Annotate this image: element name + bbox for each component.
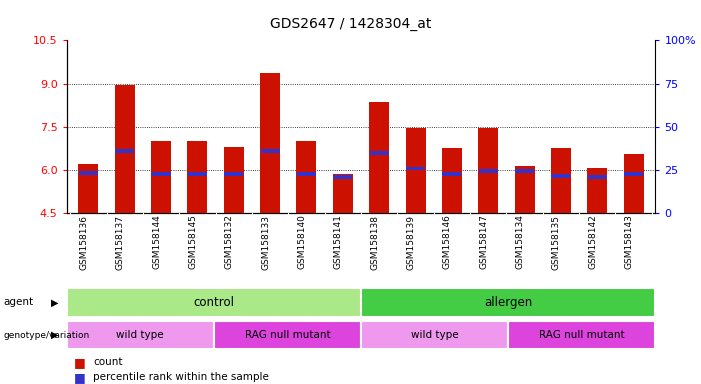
Text: GDS2647 / 1428304_at: GDS2647 / 1428304_at: [270, 17, 431, 31]
Text: ▶: ▶: [50, 330, 58, 340]
Text: count: count: [93, 357, 123, 367]
Bar: [478, 128, 498, 213]
Bar: [515, 166, 535, 213]
Bar: [297, 172, 316, 176]
Bar: [334, 175, 353, 179]
Bar: [115, 85, 135, 213]
Text: GSM158138: GSM158138: [370, 215, 379, 270]
Bar: [442, 172, 461, 176]
Bar: [115, 149, 135, 153]
Bar: [479, 169, 498, 173]
Bar: [552, 174, 571, 177]
Bar: [224, 172, 243, 176]
Bar: [361, 321, 508, 349]
Text: GSM158139: GSM158139: [407, 215, 416, 270]
Text: GSM158136: GSM158136: [79, 215, 88, 270]
Bar: [260, 73, 280, 213]
Text: GSM158142: GSM158142: [588, 215, 597, 269]
Bar: [406, 167, 425, 170]
Bar: [624, 154, 644, 213]
Text: GSM158135: GSM158135: [552, 215, 561, 270]
Text: GSM158145: GSM158145: [189, 215, 198, 270]
Text: wild type: wild type: [411, 330, 458, 340]
Text: GSM158134: GSM158134: [515, 215, 524, 270]
Bar: [333, 174, 353, 213]
Text: RAG null mutant: RAG null mutant: [539, 330, 625, 340]
Text: GSM158137: GSM158137: [116, 215, 125, 270]
Text: ■: ■: [74, 371, 86, 384]
Text: GSM158141: GSM158141: [334, 215, 343, 270]
Bar: [214, 321, 361, 349]
Text: GSM158140: GSM158140: [297, 215, 306, 270]
Bar: [515, 169, 534, 173]
Text: wild type: wild type: [116, 330, 164, 340]
Bar: [508, 321, 655, 349]
Bar: [261, 149, 280, 153]
Bar: [587, 169, 607, 213]
Bar: [624, 172, 643, 176]
Bar: [79, 171, 98, 175]
Bar: [188, 172, 207, 176]
Bar: [297, 141, 316, 213]
Text: ▶: ▶: [50, 297, 58, 308]
Text: RAG null mutant: RAG null mutant: [245, 330, 330, 340]
Bar: [79, 164, 98, 213]
Bar: [369, 151, 388, 154]
Text: agent: agent: [4, 297, 34, 308]
Text: allergen: allergen: [484, 296, 532, 309]
Bar: [369, 102, 389, 213]
Bar: [187, 141, 207, 213]
Text: GSM158144: GSM158144: [152, 215, 161, 269]
Bar: [67, 321, 214, 349]
Text: GSM158146: GSM158146: [443, 215, 452, 270]
Bar: [224, 147, 244, 213]
Bar: [551, 148, 571, 213]
Text: genotype/variation: genotype/variation: [4, 331, 90, 339]
Bar: [151, 141, 171, 213]
Text: GSM158147: GSM158147: [479, 215, 488, 270]
Bar: [406, 128, 426, 213]
Bar: [442, 148, 462, 213]
Bar: [587, 175, 607, 179]
Bar: [151, 172, 170, 176]
Text: percentile rank within the sample: percentile rank within the sample: [93, 372, 269, 382]
Text: control: control: [193, 296, 234, 309]
Text: ■: ■: [74, 356, 86, 369]
Bar: [67, 288, 361, 317]
Text: GSM158133: GSM158133: [261, 215, 270, 270]
Text: GSM158132: GSM158132: [225, 215, 234, 270]
Bar: [361, 288, 655, 317]
Text: GSM158143: GSM158143: [625, 215, 634, 270]
